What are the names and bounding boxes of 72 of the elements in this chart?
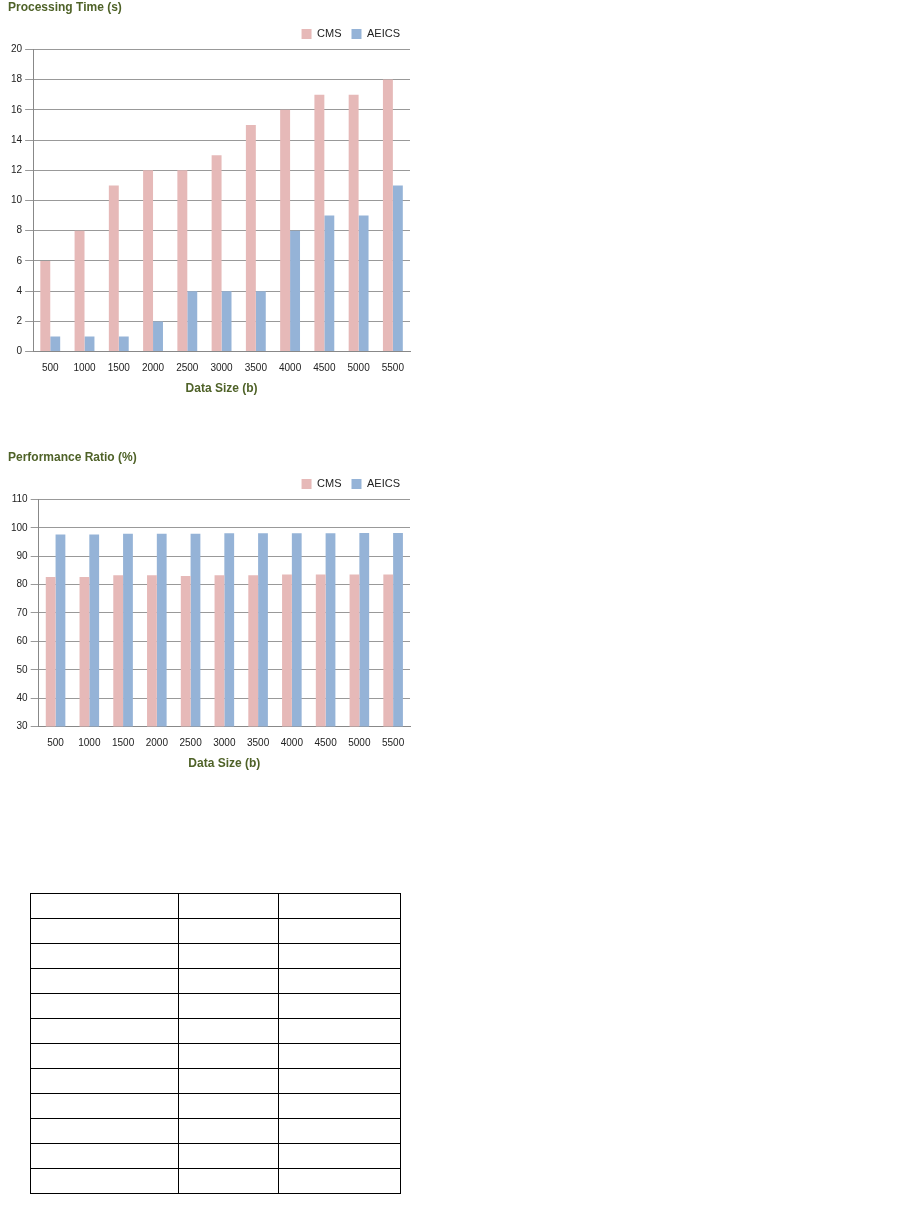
y-tick-label: 6 (16, 254, 23, 266)
bar (118, 336, 129, 352)
y-tick-label: 70 (16, 606, 29, 618)
y-tick-label: 0 (16, 345, 23, 357)
bar (314, 94, 325, 352)
x-tick-label: 500 (41, 362, 60, 374)
bar (187, 291, 198, 352)
x-tick-label: 5500 (382, 737, 405, 749)
y-tick-label: 50 (16, 663, 29, 675)
legend-label: CMS (317, 26, 342, 39)
x-tick-label: 4500 (314, 737, 338, 749)
x-axis-title: Data Size (b) (188, 756, 261, 771)
bar (324, 215, 335, 352)
y-tick-label: 40 (16, 691, 29, 703)
y-tick-label: 16 (11, 103, 23, 115)
y-tick-label: 18 (11, 73, 23, 85)
x-tick-label: 1000 (78, 737, 101, 749)
x-tick-label: 3000 (213, 737, 236, 749)
bar (382, 79, 393, 352)
x-tick-label: 1500 (111, 737, 135, 749)
y-tick-label: 100 (11, 521, 29, 533)
y-tick-label: 2 (16, 315, 23, 327)
y-tick-label: 90 (16, 549, 29, 561)
chart-title: Processing Time (s) (8, 0, 122, 14)
x-tick-label: 1000 (73, 362, 97, 374)
bar (348, 94, 359, 352)
chart-title: Performance Ratio (%) (8, 449, 137, 464)
x-tick-label: 4500 (313, 362, 336, 374)
y-tick-label: 12 (11, 164, 23, 176)
bar (211, 155, 222, 352)
bar (358, 215, 369, 352)
y-tick-label: 4 (16, 284, 23, 296)
legend-label: AEICS (366, 26, 400, 39)
y-tick-label: 8 (16, 224, 23, 236)
x-tick-label: 2000 (145, 737, 169, 749)
x-tick-label: 3000 (210, 362, 234, 374)
bar (84, 336, 95, 352)
x-tick-label: 5000 (347, 362, 371, 374)
x-tick-label: 5500 (381, 362, 405, 374)
bar (50, 336, 61, 352)
x-tick-label: 3500 (244, 362, 268, 374)
bar (245, 124, 256, 352)
y-tick-label: 80 (16, 578, 29, 590)
y-tick-label: 14 (11, 133, 23, 145)
bar (40, 260, 51, 352)
x-tick-label: 4000 (280, 737, 304, 749)
x-tick-label: 2500 (179, 737, 203, 749)
bar (143, 170, 154, 352)
bar (290, 230, 301, 352)
y-tick-label: 30 (16, 720, 29, 732)
y-tick-label: 20 (11, 43, 23, 55)
bar (221, 291, 232, 352)
legend-label: AEICS (366, 476, 400, 489)
x-tick-label: 5000 (348, 737, 371, 749)
x-tick-label: 2000 (141, 362, 165, 374)
y-tick-label: 60 (16, 635, 29, 647)
bar (280, 109, 291, 352)
bar (255, 291, 266, 352)
bar (108, 185, 119, 352)
x-tick-label: 500 (47, 737, 65, 749)
y-tick-label: 10 (11, 194, 23, 206)
x-tick-label: 3500 (246, 737, 270, 749)
x-tick-label: 1500 (107, 362, 131, 374)
bar (392, 185, 403, 352)
x-tick-label: 2500 (176, 362, 199, 374)
x-axis-title: Data Size (b) (185, 381, 258, 396)
y-tick-label: 110 (11, 493, 29, 505)
bar (74, 230, 85, 352)
legend-label: CMS (317, 476, 342, 489)
bar (153, 321, 163, 352)
x-tick-label: 4000 (278, 362, 302, 374)
bar (177, 170, 188, 352)
